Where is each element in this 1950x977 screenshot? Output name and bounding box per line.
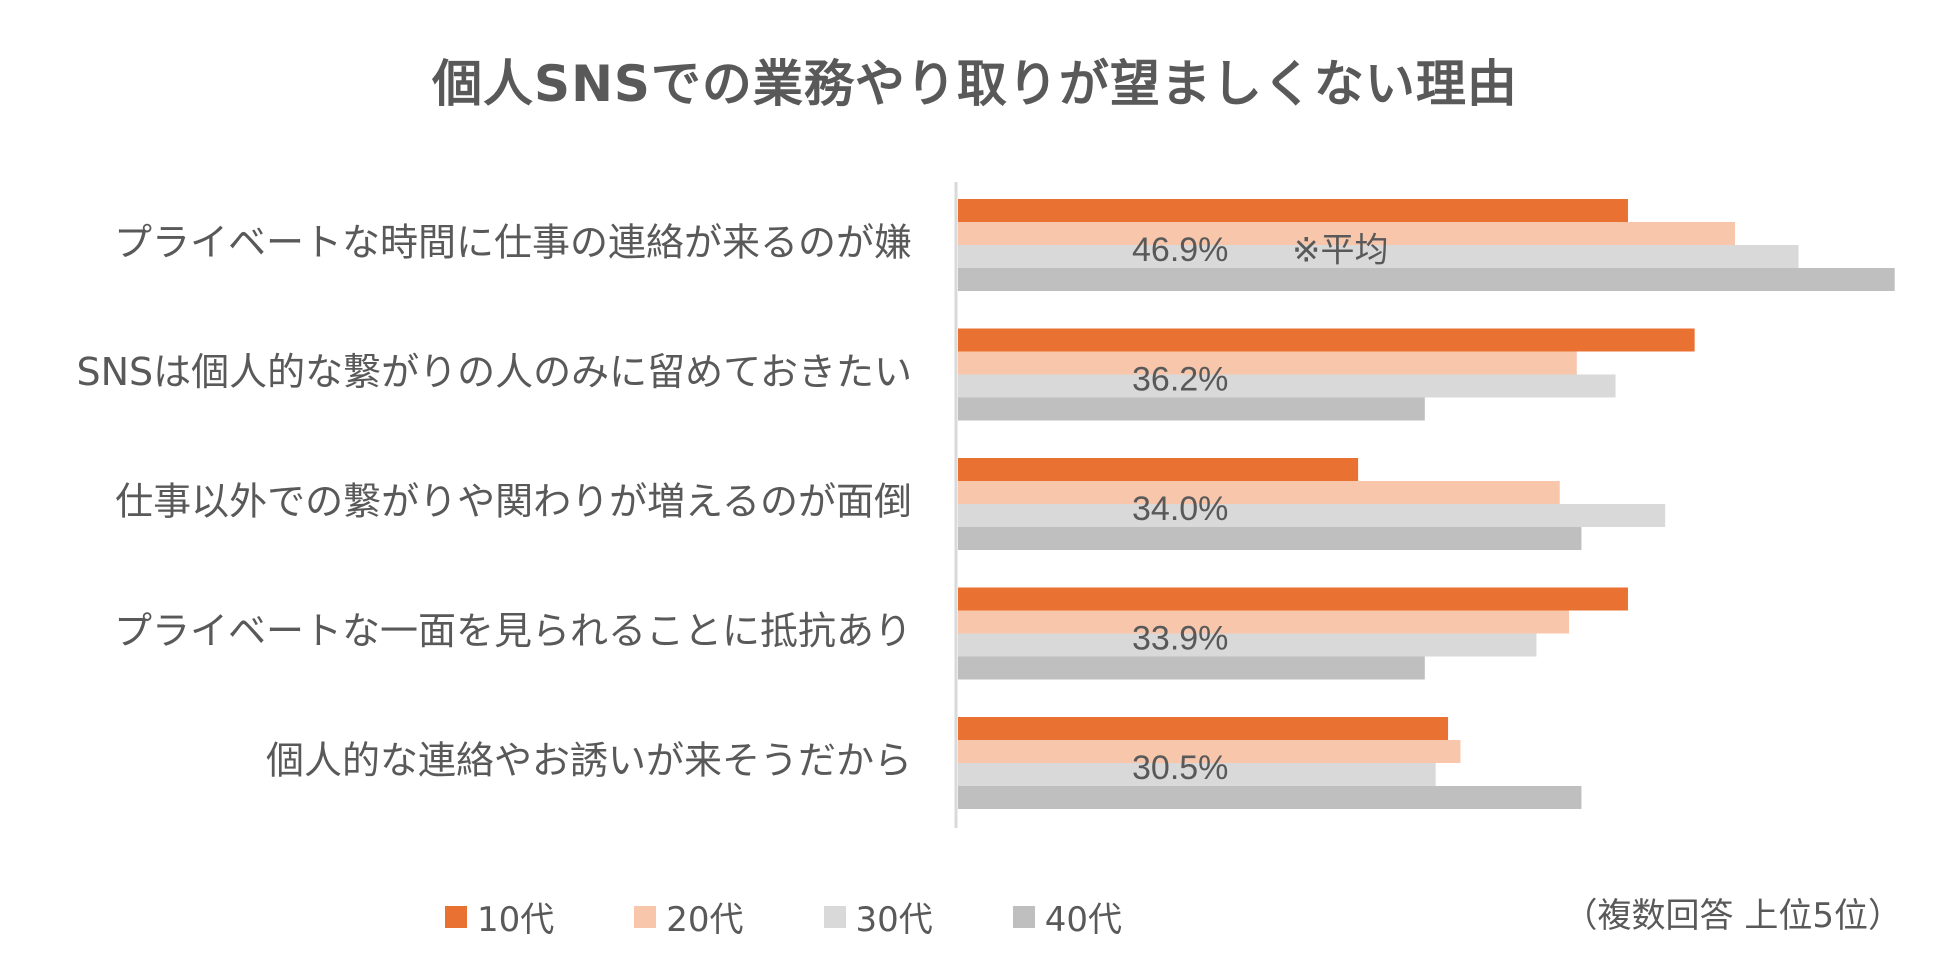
legend-label: 10代 [477, 900, 555, 940]
legend-item-20代: 20代 [634, 892, 744, 941]
category-labels: プライベートな時間に仕事の連絡が来るのが嫌 SNSは個人的な繋がりの人のみに留めて… [76, 221, 912, 783]
average-label-4: 33.9% [1132, 619, 1228, 657]
bar-2-20代 [958, 351, 1577, 375]
category-label-1: プライベートな時間に仕事の連絡が来るのが嫌 [114, 221, 912, 265]
legend-item-40代: 40代 [1012, 892, 1123, 941]
bar-5-20代 [958, 740, 1461, 763]
bar-3-20代 [958, 481, 1560, 504]
average-note: ※平均 [1292, 231, 1389, 271]
category-label-4: プライベートな一面を見られることに抵抗あり [114, 609, 912, 653]
legend-swatch [823, 905, 846, 928]
average-label-1: 46.9% [1132, 231, 1228, 269]
chart-title: 個人SNSでの業務やり取りが望ましくない理由 [432, 55, 1518, 113]
legend-swatch [445, 905, 467, 928]
legend-label: 30代 [855, 900, 933, 940]
bar-2-10代 [958, 328, 1695, 352]
bar-3-40代 [958, 527, 1582, 550]
bars-layer [958, 199, 1895, 809]
legend-label: 40代 [1044, 900, 1123, 940]
legend-label: 20代 [666, 900, 744, 940]
bar-1-40代 [958, 268, 1895, 291]
bar-3-10代 [958, 458, 1359, 481]
legend: 10代 20代 30代 40代 [445, 892, 1202, 941]
category-label-5: 個人的な連絡やお誘いが来そうだから [266, 739, 912, 783]
bar-1-20代 [958, 222, 1735, 245]
bar-5-40代 [958, 786, 1582, 809]
bar-2-40代 [958, 397, 1425, 421]
average-label-5: 30.5% [1132, 749, 1228, 787]
bar-5-10代 [958, 717, 1449, 740]
bar-3-30代 [958, 504, 1666, 527]
average-label-3: 34.0% [1132, 490, 1228, 528]
bar-5-30代 [958, 763, 1436, 786]
average-labels: 46.9% 36.2% 34.0% 33.9% 30.5% ※平均 [1132, 231, 1389, 787]
legend-swatch [1012, 905, 1035, 928]
bar-1-30代 [958, 245, 1799, 268]
bar-4-30代 [958, 633, 1537, 657]
category-label-2: SNSは個人的な繋がりの人のみに留めておきたい [76, 350, 912, 394]
bar-4-10代 [958, 587, 1628, 611]
bar-4-20代 [958, 610, 1570, 634]
legend-swatch [634, 905, 657, 928]
footnote: （複数回答 上位5位） [1563, 896, 1902, 936]
bar-1-10代 [958, 199, 1628, 222]
bar-4-40代 [958, 656, 1425, 680]
legend-item-10代: 10代 [445, 892, 554, 941]
bar-2-30代 [958, 374, 1616, 398]
category-label-3: 仕事以外での繋がりや関わりが増えるのが面倒 [115, 480, 912, 524]
average-label-2: 36.2% [1132, 360, 1228, 398]
legend-item-30代: 30代 [823, 892, 933, 941]
